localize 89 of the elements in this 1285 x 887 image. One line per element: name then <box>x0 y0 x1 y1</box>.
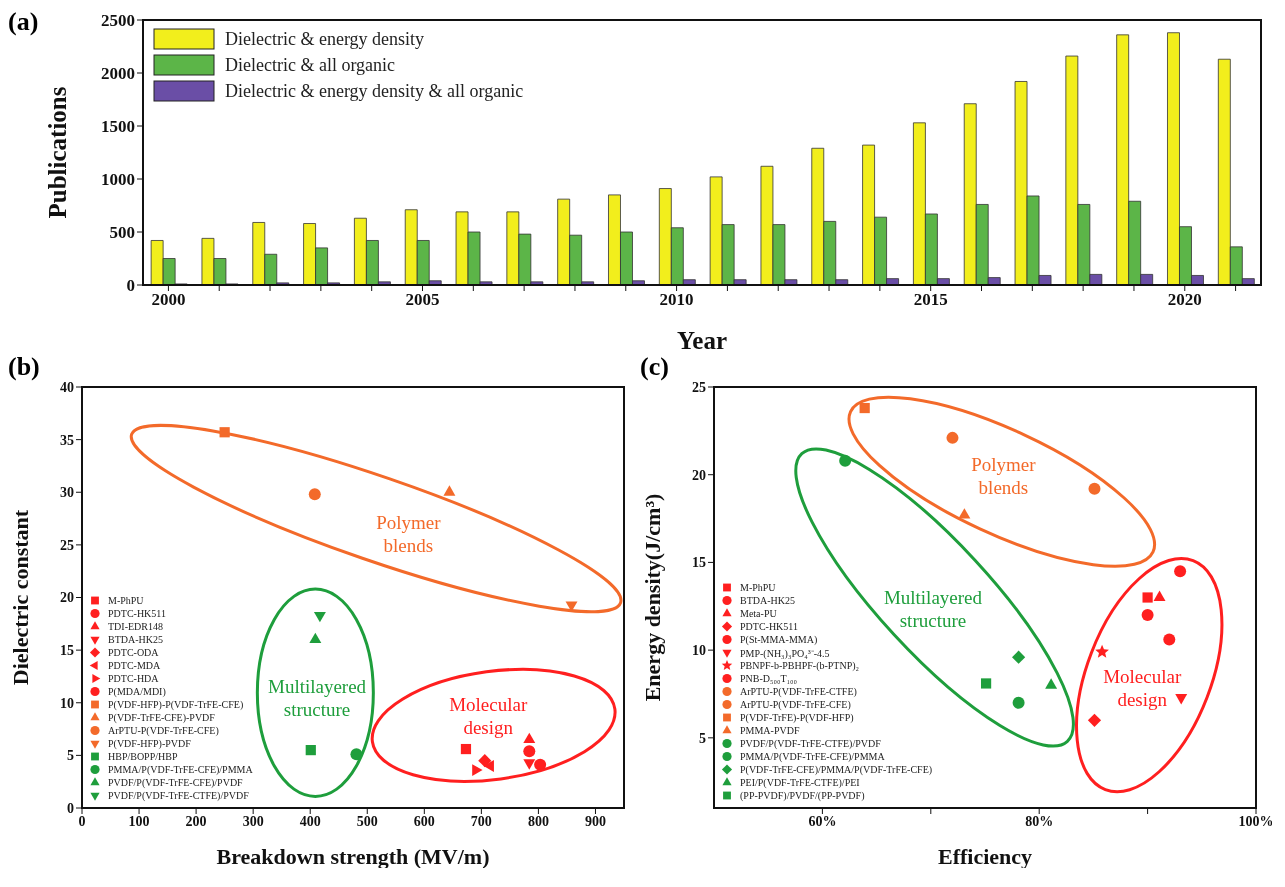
legend-label: P(St-MMA-MMA) <box>740 634 818 645</box>
legend-label: PDTC-ODA <box>108 647 159 658</box>
x-tick-label: 600 <box>413 813 435 829</box>
y-tick-label: 30 <box>60 485 74 501</box>
legend-label: Meta-PU <box>740 608 777 619</box>
y-axis-title: Dielectric constant <box>7 509 33 686</box>
y-axis-title: Energy density(J/cm³) <box>639 493 665 702</box>
legend-label: PDTC-HK511 <box>108 608 166 619</box>
y-tick-label: 2000 <box>101 64 135 84</box>
legend-label: PMMA/P(VDF-TrFE-CFE)/PMMA <box>740 751 885 762</box>
annotation: Multilayered structure <box>883 587 983 632</box>
legend-label: Dielectric & energy density & all organic <box>225 80 524 102</box>
legend-label: P(MDA/MDI) <box>108 686 166 697</box>
text: (a) <box>8 7 39 36</box>
annotation: Molecular design <box>449 694 528 739</box>
x-tick-label: 2020 <box>1167 290 1202 310</box>
x-tick-label: 100 <box>128 813 150 829</box>
x-tick-label: 80% <box>1025 813 1054 829</box>
x-tick-label: 200 <box>185 813 207 829</box>
legend-label: M-PhPU <box>108 595 144 606</box>
legend-label: PMMA/P(VDF-TrFE-CFE)/PMMA <box>108 764 253 775</box>
legend-label: BTDA-HK25 <box>740 595 795 606</box>
y-tick-label: 10 <box>692 643 706 659</box>
legend-label: P(VDF-TrFE-CFE)-PVDF <box>108 712 215 723</box>
y-tick-label: 35 <box>60 432 74 448</box>
y-tick-label: 15 <box>60 643 74 659</box>
x-tick-label: 2010 <box>659 290 694 310</box>
legend-label: M-PhPU <box>740 582 776 593</box>
y-tick-label: 1500 <box>101 117 135 137</box>
legend-label: PMP-(NH₃)₃PO₄³⁻-4.5 <box>740 646 830 660</box>
x-axis-title: Efficiency <box>937 844 1033 869</box>
x-axis-title: Year <box>677 327 727 354</box>
y-tick-label: 1000 <box>101 170 135 190</box>
legend-label: (PP-PVDF)/PVDF/(PP-PVDF) <box>740 790 865 801</box>
x-tick-label: 2005 <box>405 290 440 310</box>
legend-label: BTDA-HK25 <box>108 634 163 645</box>
x-tick-label: 800 <box>527 813 549 829</box>
legend-label: PDTC-MDA <box>108 660 161 671</box>
legend-label: ArPTU-P(VDF-TrFE-CTFE) <box>740 686 857 697</box>
legend-label: P(VDF-HFP)-PVDF <box>108 738 191 749</box>
legend-label: ArPTU-P(VDF-TrFE-CFE) <box>108 725 219 736</box>
legend-label: P(VDF-HFP)-P(VDF-TrFE-CFE) <box>108 699 244 710</box>
x-tick-label: 60% <box>808 813 837 829</box>
y-tick-label: 10 <box>60 695 74 711</box>
legend-label: PBNPF-b-PBHPF-(b-PTNP)₂ <box>740 660 860 671</box>
legend-label: PVDF/P(VDF-TrFE-CTFE)/PVDF <box>108 790 249 801</box>
annotation: Polymer blends <box>971 454 1037 498</box>
x-tick-label: 100% <box>1238 813 1274 829</box>
y-tick-label: 500 <box>109 223 135 243</box>
legend-label: HBP/BOPP/HBP <box>108 751 178 762</box>
legend-label: Dielectric & energy density <box>225 28 425 50</box>
legend-label: PVDF/P(VDF-TrFE-CFE)/PVDF <box>108 777 243 788</box>
legend-label: PDTC-HK511 <box>740 621 798 632</box>
x-tick-label: 300 <box>242 813 264 829</box>
x-tick-label: 900 <box>584 813 606 829</box>
y-tick-label: 40 <box>60 379 74 395</box>
y-tick-label: 5 <box>699 730 706 746</box>
y-axis-title: Publications <box>43 86 71 219</box>
y-tick-label: 15 <box>692 555 706 571</box>
x-tick-label: 500 <box>356 813 378 829</box>
x-tick-label: 700 <box>470 813 492 829</box>
legend-label: PVDF/P(VDF-TrFE-CTFE)/PVDF <box>740 738 881 749</box>
y-tick-label: 0 <box>126 276 135 296</box>
annotation: Molecular design <box>1103 666 1182 711</box>
y-tick-label: 20 <box>692 467 706 483</box>
legend-label: PMMA-PVDF <box>740 725 800 736</box>
y-tick-label: 25 <box>692 379 706 395</box>
legend-label: PEI/P(VDF-TrFE-CTFE)/PEI <box>740 777 860 788</box>
y-tick-label: 5 <box>67 748 74 764</box>
legend-label: Dielectric & all organic <box>225 54 396 76</box>
x-tick-label: 2000 <box>151 290 186 310</box>
legend-label: P(VDF-TrFE-CFE)/PMMA/P(VDF-TrFE-CFE) <box>740 764 933 775</box>
y-tick-label: 0 <box>67 800 74 816</box>
annotation: Polymer blends <box>376 512 442 557</box>
text: (c) <box>640 352 669 381</box>
x-tick-label: 2015 <box>913 290 948 310</box>
y-tick-label: 2500 <box>101 11 135 31</box>
legend-label: P(VDF-TrFE)-P(VDF-HFP) <box>740 712 854 723</box>
legend-label: TDI-EDR148 <box>108 621 163 632</box>
y-tick-label: 20 <box>60 590 74 606</box>
legend-label: PNB-D₅₀₀T₁₀₀ <box>740 673 798 684</box>
legend-label: ArPTU-P(VDF-TrFE-CFE) <box>740 699 851 710</box>
x-tick-label: 400 <box>299 813 321 829</box>
x-axis-title: Breakdown strength (MV/m) <box>216 844 490 869</box>
text: (b) <box>8 352 40 381</box>
legend-label: PDTC-HDA <box>108 673 159 684</box>
annotation: Multilayered structure <box>267 676 367 721</box>
x-tick-label: 0 <box>78 813 86 829</box>
y-tick-label: 25 <box>60 537 74 553</box>
